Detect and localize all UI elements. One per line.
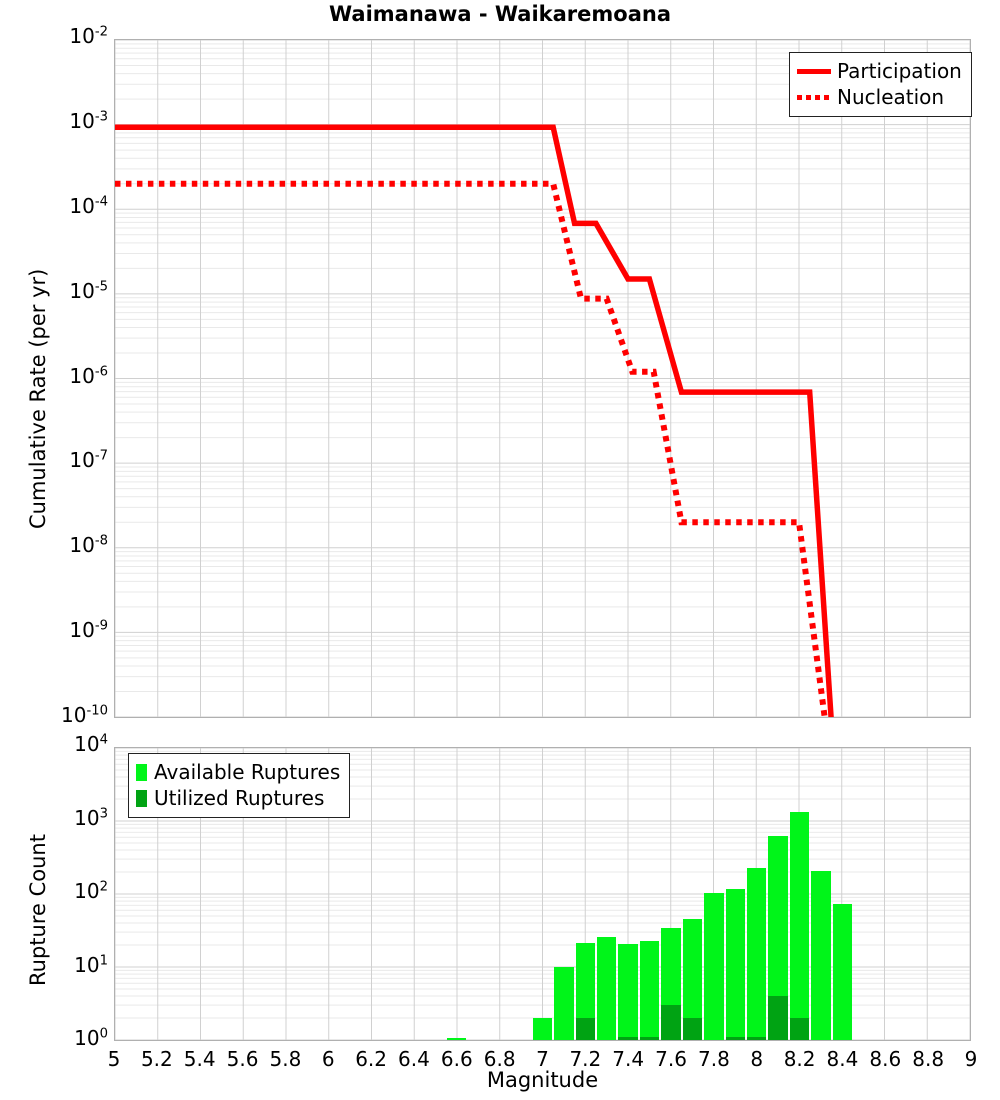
ytick-label: 100 <box>74 1026 108 1050</box>
legend-entry: Nucleation <box>797 84 962 110</box>
dotted-line-swatch-icon <box>797 94 831 100</box>
histogram-bar-utilized <box>725 1037 746 1040</box>
xtick-label: 8 <box>750 1047 764 1071</box>
histogram-bar <box>447 1038 467 1040</box>
legend-label: Participation <box>837 59 962 83</box>
xtick-label: 5.4 <box>183 1047 216 1071</box>
bottom-yaxis-title: Rupture Count <box>26 834 50 986</box>
color-swatch-icon <box>136 763 147 781</box>
top-data-curves <box>115 124 834 717</box>
top-legend: Participation Nucleation <box>789 52 972 117</box>
histogram-bar <box>725 888 746 1040</box>
xtick-label: 5.8 <box>269 1047 302 1071</box>
xtick-label: 5.2 <box>140 1047 173 1071</box>
ytick-label: 10-7 <box>69 448 108 473</box>
xtick-label: 6.4 <box>398 1047 430 1071</box>
legend-label: Available Ruptures <box>154 760 341 784</box>
xtick-label: 6.2 <box>355 1047 387 1071</box>
chart-title: Waimanawa - Waikaremoana <box>329 2 671 26</box>
xtick-label: 7.2 <box>569 1047 602 1071</box>
ytick-label: 10-6 <box>69 363 108 388</box>
histogram-bar <box>811 870 831 1040</box>
xtick-label: 8.8 <box>912 1047 945 1071</box>
ytick-label: 10-2 <box>69 24 108 48</box>
curve-nucleation <box>115 180 828 717</box>
histogram-bar-utilized <box>639 1037 660 1040</box>
xtick-label: 6.6 <box>440 1047 473 1071</box>
xtick-label: 8.6 <box>869 1047 902 1071</box>
solid-line-swatch-icon <box>797 68 831 74</box>
xtick-label: 5 <box>107 1047 121 1071</box>
histogram-bar <box>747 867 767 1040</box>
histogram-bar-utilized <box>747 1037 767 1040</box>
legend-entry: Utilized Ruptures <box>136 785 340 811</box>
histogram-bar <box>618 944 638 1040</box>
color-swatch-icon <box>136 789 147 807</box>
xtick-label: 5.6 <box>226 1047 259 1071</box>
histogram-bar <box>768 835 788 1040</box>
histogram-bar <box>639 941 660 1040</box>
legend-entry: Available Ruptures <box>136 759 340 785</box>
top-gridlines <box>115 40 970 717</box>
xtick-label: 7.4 <box>612 1047 645 1071</box>
bottom-legend: Available Ruptures Utilized Ruptures <box>128 753 351 818</box>
ytick-label: 103 <box>74 805 108 830</box>
histogram-bar <box>682 918 703 1040</box>
legend-label: Utilized Ruptures <box>154 786 325 810</box>
histogram-bar <box>575 942 596 1040</box>
xtick-label: 8.4 <box>826 1047 859 1071</box>
xtick-label: 9 <box>964 1047 978 1071</box>
xtick-label: 6.8 <box>483 1047 516 1071</box>
xtick-label: 7.6 <box>655 1047 687 1071</box>
histogram-bar <box>661 928 681 1040</box>
histogram-bar-utilized <box>789 1017 810 1040</box>
cumulative-rate-plot <box>114 39 971 718</box>
histogram-bar <box>554 966 574 1040</box>
xtick-label: 6 <box>321 1047 335 1071</box>
xtick-label: 8.2 <box>783 1047 816 1071</box>
ytick-label: 101 <box>74 952 108 977</box>
ytick-label: 102 <box>74 879 108 903</box>
histogram-bar <box>832 904 853 1040</box>
histogram-bar <box>532 1017 553 1040</box>
ytick-label: 10-8 <box>69 533 108 558</box>
histogram-bar <box>704 893 724 1040</box>
top-yaxis-title: Cumulative Rate (per yr) <box>26 268 50 529</box>
ytick-label: 10-5 <box>69 278 108 303</box>
curve-participation <box>115 124 834 717</box>
histogram-bar <box>789 812 810 1040</box>
histogram-bar-utilized <box>682 1017 703 1040</box>
histogram-bar <box>597 937 617 1040</box>
histogram-bar-utilized <box>575 1017 596 1040</box>
legend-entry: Participation <box>797 58 962 84</box>
histogram-bar-utilized <box>661 1004 681 1040</box>
xtick-label: 7.8 <box>697 1047 730 1071</box>
xtick-label: 7 <box>536 1047 549 1071</box>
histogram-bar-utilized <box>768 995 788 1040</box>
rupture-count-plot <box>114 747 971 1041</box>
rupture-histogram-bars <box>115 748 970 1040</box>
ytick-label: 10-4 <box>69 193 108 218</box>
legend-label: Nucleation <box>837 85 945 109</box>
ytick-label: 104 <box>74 732 108 756</box>
ytick-label: 10-10 <box>61 703 108 727</box>
ytick-label: 10-9 <box>69 618 108 643</box>
ytick-label: 10-3 <box>69 108 108 133</box>
xaxis-title: Magnitude <box>486 1068 599 1092</box>
histogram-bar-utilized <box>618 1037 638 1040</box>
